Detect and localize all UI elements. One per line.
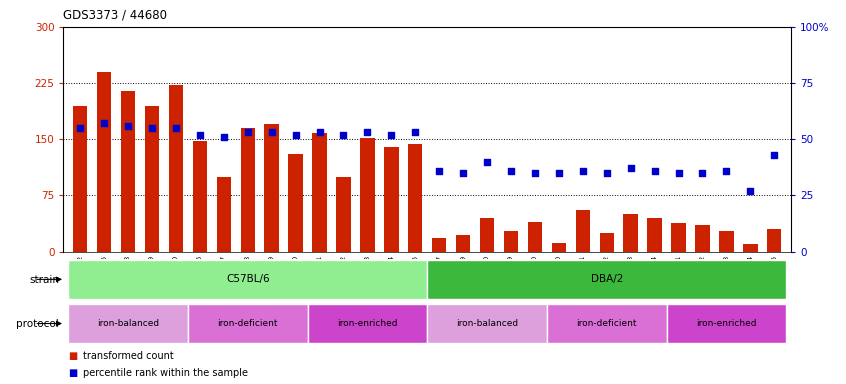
Bar — [73, 106, 87, 252]
Text: percentile rank within the sample: percentile rank within the sample — [83, 368, 248, 378]
Bar — [743, 244, 757, 252]
Text: GDS3373 / 44680: GDS3373 / 44680 — [63, 8, 168, 21]
Point — [481, 159, 494, 165]
Point — [313, 129, 327, 136]
Point — [121, 122, 135, 129]
Text: ■: ■ — [68, 368, 77, 378]
Point — [265, 129, 278, 136]
Bar — [456, 235, 470, 252]
Point — [600, 170, 613, 176]
Text: protocol: protocol — [16, 319, 59, 329]
Bar — [69, 304, 188, 343]
Bar — [672, 223, 686, 252]
Bar — [193, 141, 207, 252]
Bar — [308, 304, 427, 343]
Point — [672, 170, 685, 176]
Point — [97, 121, 111, 127]
Bar — [719, 230, 733, 252]
Text: iron-enriched: iron-enriched — [696, 319, 756, 328]
Bar — [240, 128, 255, 252]
Point — [552, 170, 566, 176]
Bar — [552, 243, 566, 252]
Point — [767, 152, 781, 158]
Bar — [188, 304, 308, 343]
Point — [648, 167, 662, 174]
Text: iron-enriched: iron-enriched — [338, 319, 398, 328]
Bar — [575, 210, 590, 252]
Bar — [145, 106, 159, 252]
Point — [695, 170, 709, 176]
Point — [288, 132, 302, 138]
Point — [624, 166, 637, 172]
Text: transformed count: transformed count — [83, 351, 173, 361]
Bar — [767, 229, 782, 252]
Bar — [288, 154, 303, 252]
Point — [217, 134, 231, 140]
Text: iron-balanced: iron-balanced — [456, 319, 518, 328]
Bar — [432, 238, 447, 252]
Text: iron-balanced: iron-balanced — [97, 319, 159, 328]
Bar — [427, 260, 786, 299]
Point — [456, 170, 470, 176]
Point — [360, 129, 374, 136]
Bar — [547, 304, 667, 343]
Point — [337, 132, 350, 138]
Bar — [312, 133, 327, 252]
Bar — [624, 214, 638, 252]
Bar — [480, 218, 494, 252]
Bar — [528, 222, 542, 252]
Text: iron-deficient: iron-deficient — [576, 319, 637, 328]
Point — [504, 167, 518, 174]
Text: iron-deficient: iron-deficient — [217, 319, 278, 328]
Bar — [504, 230, 518, 252]
Point — [409, 129, 422, 136]
Bar — [336, 177, 350, 252]
Bar — [121, 91, 135, 252]
Point — [576, 167, 590, 174]
Bar — [667, 304, 786, 343]
Point — [241, 129, 255, 136]
Text: DBA/2: DBA/2 — [591, 274, 623, 285]
Bar — [69, 260, 427, 299]
Point — [385, 132, 398, 138]
Point — [432, 167, 446, 174]
Bar — [408, 144, 422, 252]
Point — [744, 188, 757, 194]
Point — [193, 132, 206, 138]
Text: C57BL/6: C57BL/6 — [226, 274, 270, 285]
Text: ■: ■ — [68, 351, 77, 361]
Point — [146, 125, 159, 131]
Bar — [384, 147, 398, 252]
Bar — [217, 177, 231, 252]
Bar — [97, 72, 112, 252]
Bar — [360, 138, 375, 252]
Bar — [265, 124, 279, 252]
Point — [720, 167, 733, 174]
Point — [169, 125, 183, 131]
Bar — [427, 304, 547, 343]
Bar — [647, 218, 662, 252]
Bar — [168, 85, 183, 252]
Bar — [600, 233, 614, 252]
Bar — [695, 225, 710, 252]
Text: strain: strain — [30, 275, 59, 285]
Point — [528, 170, 541, 176]
Point — [74, 125, 87, 131]
